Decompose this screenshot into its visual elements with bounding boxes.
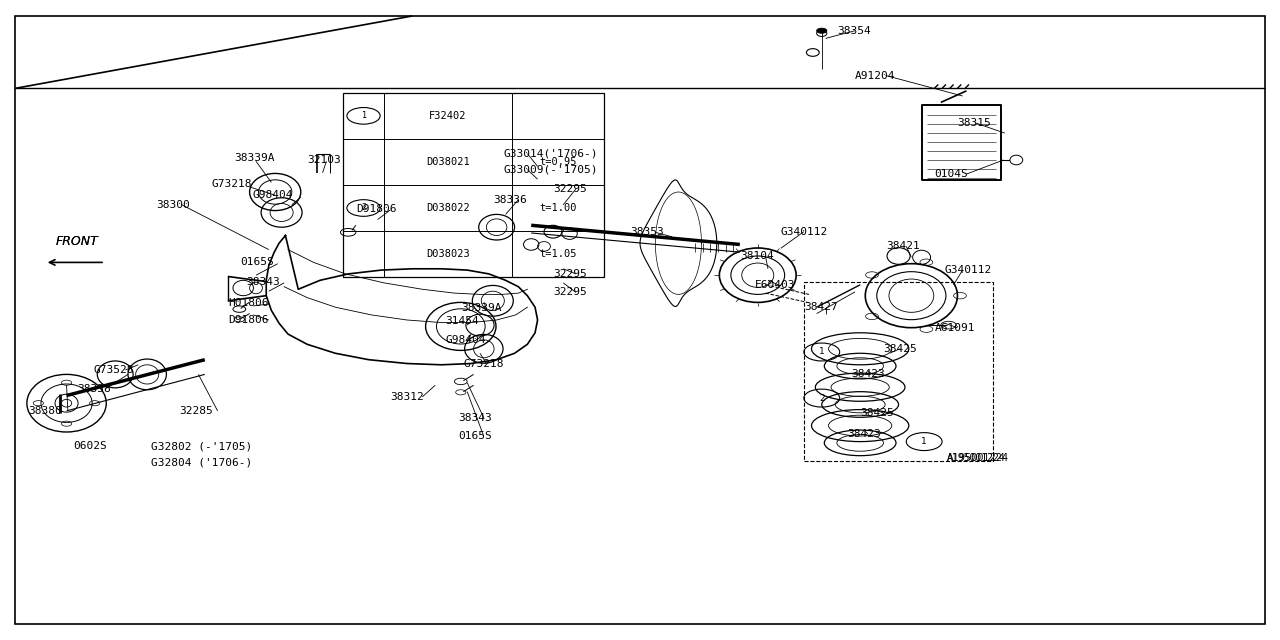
Text: 32285: 32285 [179,406,212,416]
Ellipse shape [1010,155,1023,164]
Text: G98404: G98404 [252,190,293,200]
Text: G340112: G340112 [945,265,992,275]
Text: 38300: 38300 [156,200,189,210]
Text: t=1.05: t=1.05 [539,249,577,259]
Text: FRONT: FRONT [55,236,99,248]
Text: G98404: G98404 [445,335,486,346]
Text: 38425: 38425 [883,344,916,354]
Text: 2: 2 [819,394,824,403]
Text: 38358: 38358 [77,384,110,394]
Text: G33014('1706-): G33014('1706-) [503,148,598,159]
Text: 38315: 38315 [957,118,991,128]
Text: 0104S: 0104S [934,169,968,179]
Text: 0602S: 0602S [73,441,106,451]
Circle shape [817,28,827,33]
Text: A195001224: A195001224 [947,452,1010,463]
Text: E60403: E60403 [755,280,796,290]
Text: 38353: 38353 [630,227,663,237]
Text: 32295: 32295 [553,184,586,194]
Text: t=0.95: t=0.95 [539,157,577,167]
Text: 38339A: 38339A [461,303,502,314]
Text: G73218: G73218 [211,179,252,189]
Text: 32295: 32295 [553,287,586,298]
Text: 38425: 38425 [860,408,893,418]
Text: G33009(-'1705): G33009(-'1705) [503,164,598,175]
Text: 38104: 38104 [740,251,773,261]
Text: G73528: G73528 [93,365,134,375]
Text: 0165S: 0165S [241,257,274,268]
Text: A195001224: A195001224 [947,452,1006,463]
Text: FRONT: FRONT [55,236,99,248]
Text: 38421: 38421 [886,241,919,252]
Text: 38339A: 38339A [234,153,275,163]
Text: 38312: 38312 [390,392,424,402]
Text: 32295: 32295 [553,269,586,279]
Text: D038023: D038023 [426,249,470,259]
Text: 38354: 38354 [837,26,870,36]
Text: G340112: G340112 [781,227,828,237]
Text: G32804 ('1706-): G32804 ('1706-) [151,457,252,467]
Text: 1: 1 [819,348,824,356]
Text: 38343: 38343 [458,413,492,423]
Text: 0165S: 0165S [458,431,492,442]
Text: G32802 (-'1705): G32802 (-'1705) [151,441,252,451]
Text: 38380: 38380 [28,406,61,416]
Text: 31454: 31454 [445,316,479,326]
Text: 38336: 38336 [493,195,526,205]
Text: 38423: 38423 [851,369,884,380]
Ellipse shape [61,399,72,407]
Text: t=1.00: t=1.00 [539,203,577,213]
Text: D038022: D038022 [426,203,470,213]
Bar [922,105,1001,180]
Text: 38343: 38343 [246,276,279,287]
Text: 32103: 32103 [307,155,340,165]
Text: A91204: A91204 [855,70,896,81]
Text: 38423: 38423 [847,429,881,439]
Text: H01806: H01806 [228,298,269,308]
Text: 2: 2 [361,204,366,212]
Text: 38427: 38427 [804,302,837,312]
Text: 1: 1 [922,437,927,446]
Text: A61091: A61091 [934,323,975,333]
Text: G73218: G73218 [463,358,504,369]
Bar [343,93,604,277]
Text: 1: 1 [361,111,366,120]
Bar [804,282,993,461]
Text: F32402: F32402 [429,111,467,121]
Text: D91806: D91806 [228,315,269,325]
Text: D91806: D91806 [356,204,397,214]
Text: D038021: D038021 [426,157,470,167]
